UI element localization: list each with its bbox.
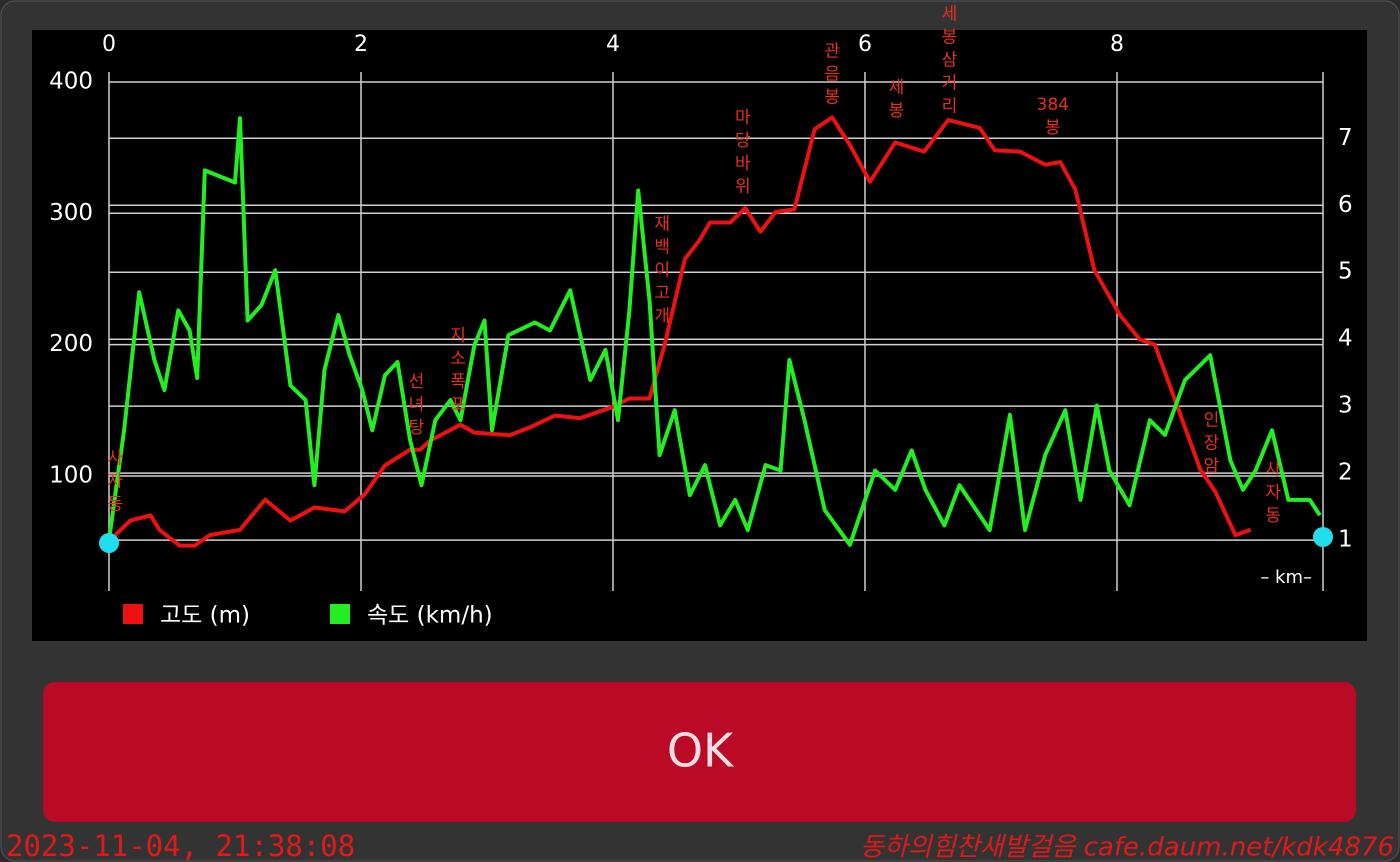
x-tick-label: 8 (1110, 32, 1124, 57)
y2-tick-label: 7 (1338, 125, 1353, 151)
series-line (107, 116, 1322, 547)
y-tick-label: 100 (49, 462, 93, 488)
x-tick-label: 6 (858, 32, 872, 57)
y2-tick-label: 2 (1338, 460, 1353, 486)
x-tick-label: 2 (354, 32, 368, 57)
legend-label: 속도 (km/h) (367, 603, 493, 629)
y-tick-label: 400 (49, 68, 93, 94)
chart: 0 2 4 6 8 100 200 300 400 1 2 3 4 5 6 7 – km– 사 자 동 선 녀 탕 지 소 폭 포 재… (49, 4, 1353, 628)
series-line (113, 115, 1252, 548)
ok-button[interactable] (43, 682, 1356, 822)
credit: 동하의힘찬새발걸음 cafe.daum.net/kdk4876 (860, 833, 1394, 862)
annotation: 384 봉 (1037, 95, 1069, 138)
y2-tick-label: 4 (1338, 326, 1353, 352)
x-axis-label: – km– (1260, 567, 1312, 588)
chart-panel (32, 30, 1367, 641)
y2-tick-label: 1 (1338, 527, 1353, 553)
end-marker (1313, 527, 1333, 547)
timestamp: 2023-11-04, 21:38:08 (6, 829, 355, 862)
ok-label[interactable]: OK (667, 724, 735, 778)
y-tick-label: 300 (49, 200, 93, 226)
y2-tick-label: 3 (1338, 393, 1353, 419)
x-tick-label: 0 (102, 32, 116, 57)
start-marker (99, 533, 119, 553)
legend-swatch (330, 604, 350, 624)
y-tick-label: 200 (49, 331, 93, 357)
y2-tick-label: 5 (1338, 259, 1353, 285)
legend-swatch (123, 604, 143, 624)
x-tick-label: 4 (606, 32, 620, 57)
y2-tick-label: 6 (1338, 192, 1353, 218)
legend-label: 고도 (m) (160, 603, 250, 629)
